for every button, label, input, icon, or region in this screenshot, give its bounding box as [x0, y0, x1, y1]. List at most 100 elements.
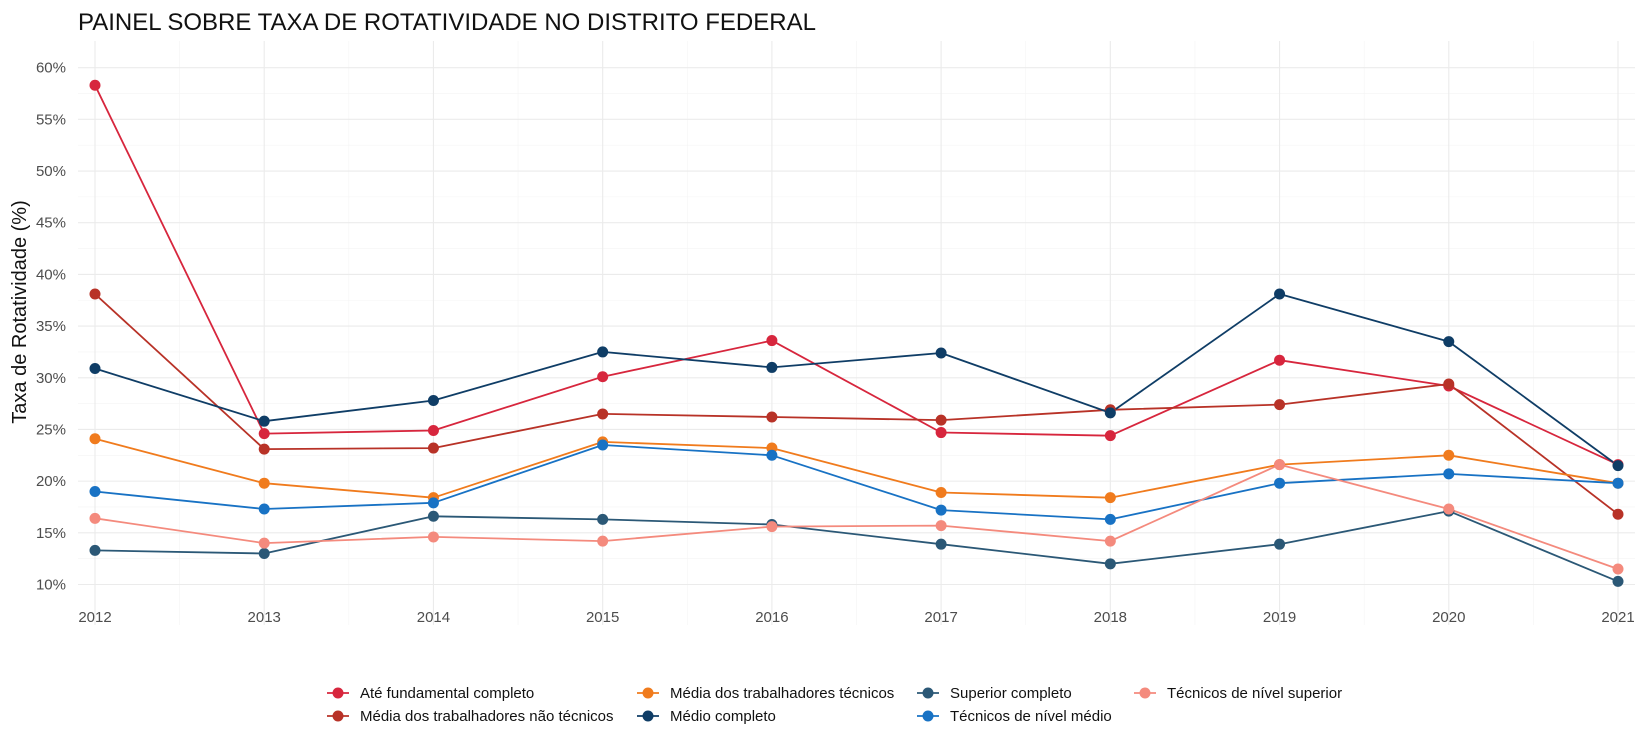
legend-key-medio-completo [642, 710, 654, 722]
data-point-superior-completo [1612, 575, 1624, 587]
legend-label-tecnicos-de-nivel-medio: Técnicos de nível médio [950, 708, 1112, 725]
data-point-superior-completo [1274, 538, 1286, 550]
legend-label-superior-completo: Superior completo [950, 685, 1072, 702]
grid [78, 41, 1635, 625]
y-tick-label: 60% [36, 60, 66, 77]
series-line-media-dos-trabalhadores-tecnicos [94, 437, 1619, 499]
y-tick-label: 50% [36, 163, 66, 180]
data-point-tecnicos-de-nivel-medio [258, 503, 270, 515]
data-point-ate-fundamental-completo [1104, 430, 1116, 442]
series-line-superior-completo [94, 510, 1619, 583]
data-point-ate-fundamental-completo [1274, 354, 1286, 366]
data-point-medio-completo [1274, 288, 1286, 300]
data-point-tecnicos-de-nivel-superior [1612, 563, 1624, 575]
series-line-medio-completo [94, 293, 1619, 467]
legend-key-superior-completo [922, 687, 934, 699]
data-point-tecnicos-de-nivel-superior [1104, 535, 1116, 547]
x-tick-label: 2014 [417, 609, 450, 626]
y-axis-label: Taxa de Rotatividade (%) [9, 200, 31, 423]
data-point-superior-completo [427, 510, 439, 522]
series-line-ate-fundamental-completo [94, 84, 1619, 466]
y-tick-label: 30% [36, 370, 66, 387]
x-axis-ticks: 2012 2013 2014 2015 2016 2017 2018 2019 2020 2021 [78, 609, 1634, 626]
data-point-ate-fundamental-completo [766, 335, 778, 347]
data-point-media-dos-trabalhadores-nao-tecnicos [89, 288, 101, 300]
data-point-tecnicos-de-nivel-medio [1612, 477, 1624, 489]
legend-label-ate-fundamental-completo: Até fundamental completo [360, 685, 534, 702]
data-point-medio-completo [427, 395, 439, 407]
data-point-media-dos-trabalhadores-nao-tecnicos [258, 443, 270, 455]
data-point-superior-completo [935, 538, 947, 550]
data-point-superior-completo [258, 547, 270, 559]
data-point-tecnicos-de-nivel-superior [935, 520, 947, 532]
data-point-ate-fundamental-completo [258, 428, 270, 440]
data-point-ate-fundamental-completo [89, 79, 101, 91]
data-point-tecnicos-de-nivel-superior [89, 512, 101, 524]
y-axis-ticks: 10% 15% 20% 25% 30% 35% 40% 45% 50% 55% 60% [36, 60, 66, 594]
x-tick-label: 2015 [586, 609, 619, 626]
data-point-superior-completo [89, 544, 101, 556]
series-line-tecnicos-de-nivel-superior [94, 463, 1619, 570]
legend-key-tecnicos-de-nivel-medio [922, 710, 934, 722]
y-tick-label: 20% [36, 473, 66, 490]
legend-key-ate-fundamental-completo [332, 687, 344, 699]
data-point-media-dos-trabalhadores-tecnicos [1443, 449, 1455, 461]
legend-label-media-dos-trabalhadores-tecnicos: Média dos trabalhadores técnicos [670, 685, 894, 702]
data-point-tecnicos-de-nivel-superior [1443, 503, 1455, 515]
y-tick-label: 55% [36, 111, 66, 128]
data-point-media-dos-trabalhadores-tecnicos [935, 487, 947, 499]
series-line-tecnicos-de-nivel-medio [94, 444, 1619, 521]
y-tick-label: 15% [36, 525, 66, 542]
y-tick-label: 25% [36, 421, 66, 438]
x-tick-label: 2019 [1263, 609, 1296, 626]
legend: Até fundamental completo Média dos trabal… [327, 685, 1342, 725]
data-point-tecnicos-de-nivel-superior [597, 535, 609, 547]
data-point-media-dos-trabalhadores-nao-tecnicos [597, 408, 609, 420]
data-point-medio-completo [1443, 336, 1455, 348]
series-lines [94, 84, 1619, 583]
data-point-medio-completo [935, 347, 947, 359]
data-point-tecnicos-de-nivel-superior [1274, 459, 1286, 471]
data-point-medio-completo [597, 346, 609, 358]
x-tick-label: 2016 [755, 609, 788, 626]
data-point-media-dos-trabalhadores-tecnicos [89, 433, 101, 445]
y-tick-label: 35% [36, 318, 66, 335]
data-point-tecnicos-de-nivel-superior [766, 521, 778, 533]
y-tick-label: 45% [36, 215, 66, 232]
y-tick-label: 40% [36, 266, 66, 283]
data-point-media-dos-trabalhadores-nao-tecnicos [766, 411, 778, 423]
legend-key-media-dos-trabalhadores-nao-tecnicos [332, 710, 344, 722]
data-point-tecnicos-de-nivel-medio [1104, 513, 1116, 525]
data-point-tecnicos-de-nivel-medio [597, 439, 609, 451]
x-tick-label: 2013 [248, 609, 281, 626]
data-point-media-dos-trabalhadores-nao-tecnicos [1274, 399, 1286, 411]
data-point-ate-fundamental-completo [427, 424, 439, 436]
legend-key-tecnicos-de-nivel-superior [1139, 687, 1151, 699]
data-point-media-dos-trabalhadores-nao-tecnicos [1612, 508, 1624, 520]
data-point-medio-completo [258, 415, 270, 427]
data-point-ate-fundamental-completo [597, 371, 609, 383]
y-tick-label: 10% [36, 576, 66, 593]
data-point-media-dos-trabalhadores-nao-tecnicos [935, 414, 947, 426]
x-tick-label: 2020 [1432, 609, 1465, 626]
data-point-tecnicos-de-nivel-superior [427, 531, 439, 543]
data-point-medio-completo [1104, 407, 1116, 419]
data-point-media-dos-trabalhadores-nao-tecnicos [1443, 378, 1455, 390]
legend-label-media-dos-trabalhadores-nao-tecnicos: Média dos trabalhadores não técnicos [360, 708, 614, 725]
data-point-ate-fundamental-completo [935, 427, 947, 439]
legend-key-media-dos-trabalhadores-tecnicos [642, 687, 654, 699]
x-tick-label: 2018 [1094, 609, 1127, 626]
data-point-superior-completo [597, 513, 609, 525]
x-tick-label: 2017 [924, 609, 957, 626]
data-point-tecnicos-de-nivel-medio [935, 504, 947, 516]
data-point-tecnicos-de-nivel-superior [258, 537, 270, 549]
data-point-media-dos-trabalhadores-tecnicos [258, 477, 270, 489]
x-tick-label: 2021 [1601, 609, 1634, 626]
chart-title: PAINEL SOBRE TAXA DE ROTATIVIDADE NO DIS… [78, 9, 816, 36]
x-tick-label: 2012 [78, 609, 111, 626]
data-point-media-dos-trabalhadores-nao-tecnicos [427, 442, 439, 454]
data-point-tecnicos-de-nivel-medio [1274, 477, 1286, 489]
data-point-tecnicos-de-nivel-medio [766, 449, 778, 461]
data-point-medio-completo [766, 361, 778, 373]
